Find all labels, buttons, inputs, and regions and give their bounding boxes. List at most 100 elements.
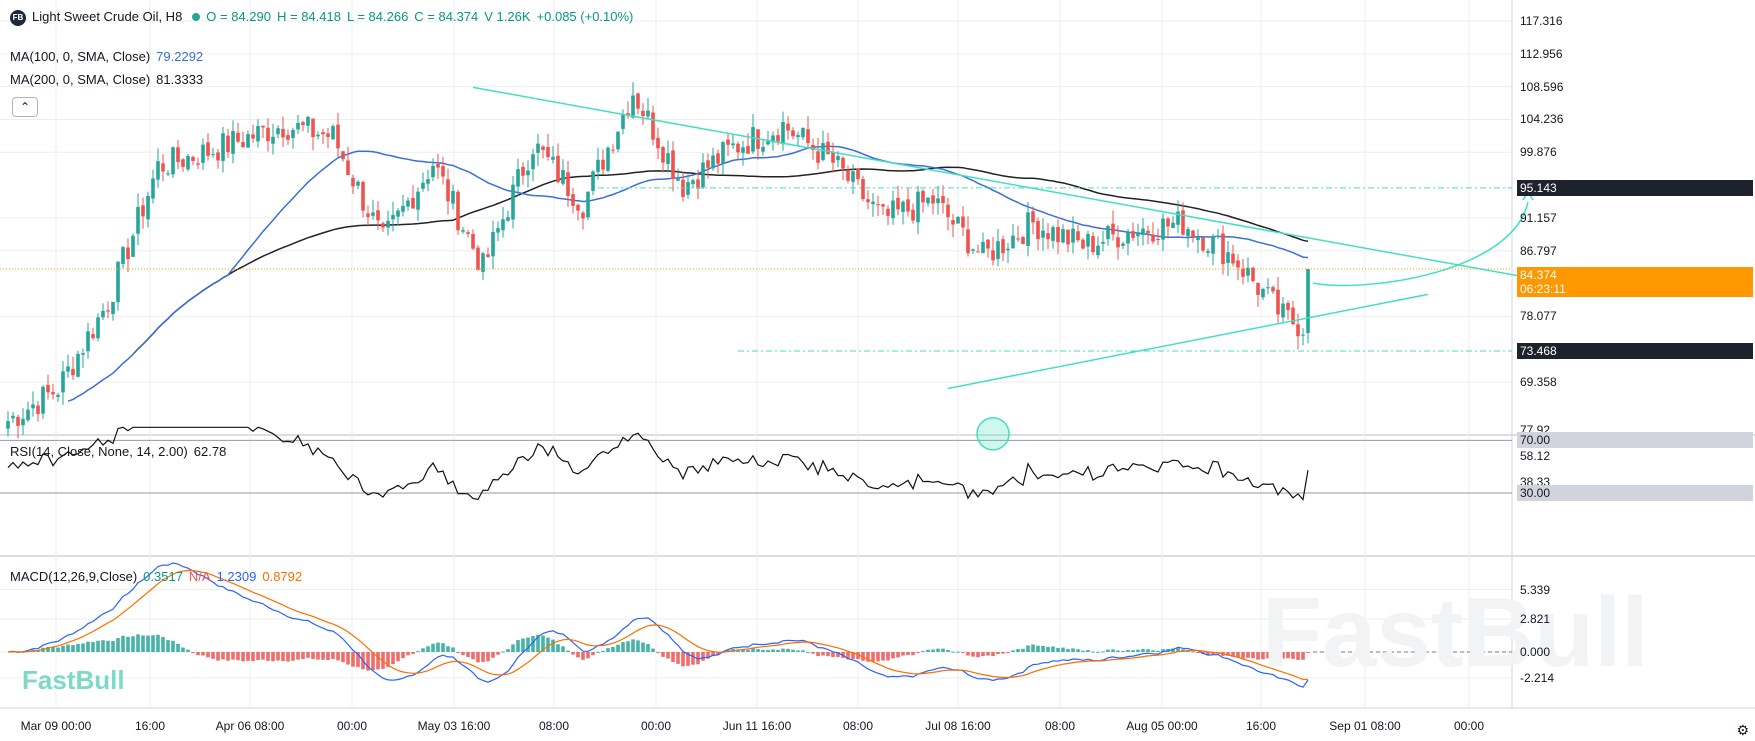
macd-histogram-bar bbox=[291, 652, 295, 661]
macd-histogram-bar bbox=[581, 652, 585, 660]
macd-histogram-bar bbox=[1151, 650, 1155, 652]
macd-histogram-bar bbox=[671, 652, 675, 663]
macd-histogram-bar bbox=[176, 643, 180, 652]
macd-histogram-bar bbox=[696, 652, 700, 665]
candle-body bbox=[581, 212, 585, 219]
candle-body bbox=[266, 127, 270, 142]
macd-histogram-bar bbox=[906, 652, 910, 656]
candle-body bbox=[1036, 220, 1040, 240]
time-axis-label: 00:00 bbox=[336, 719, 368, 733]
macd-histogram-bar bbox=[181, 647, 185, 652]
macd-histogram-bar bbox=[251, 652, 255, 662]
candle-body bbox=[426, 179, 430, 184]
price-change: +0.085 (+0.10%) bbox=[536, 9, 634, 24]
candle-body bbox=[876, 204, 880, 206]
macd-histogram-bar bbox=[611, 646, 615, 652]
macd-histogram-bar bbox=[316, 652, 320, 660]
symbol-title[interactable]: Light Sweet Crude Oil, H8 bbox=[32, 9, 183, 24]
macd-axis-label: 2.821 bbox=[1520, 612, 1551, 626]
candle-body bbox=[1286, 303, 1290, 311]
candle-body bbox=[61, 371, 65, 393]
candle-body bbox=[806, 129, 810, 143]
macd-histogram-bar bbox=[226, 652, 230, 661]
macd-histogram-bar bbox=[46, 647, 50, 652]
candle-body bbox=[1121, 243, 1125, 246]
candle-body bbox=[291, 129, 295, 138]
candle-body bbox=[966, 229, 970, 254]
candle-body bbox=[781, 121, 785, 145]
macd-histogram-bar bbox=[56, 647, 60, 652]
macd-histogram-bar bbox=[591, 652, 595, 656]
ma200-legend[interactable]: MA(200, 0, SMA, Close) 81.3333 bbox=[10, 72, 209, 87]
macd-legend[interactable]: MACD(12,26,9,Close) 0.3517 N/A 1.2309 0.8792 bbox=[10, 569, 308, 584]
candle-body bbox=[1051, 227, 1055, 241]
macd-histogram-bar bbox=[66, 644, 70, 652]
macd-histogram-bar bbox=[921, 651, 925, 653]
macd-histogram-bar bbox=[166, 640, 170, 652]
price-axis-label: 69.358 bbox=[1520, 375, 1557, 389]
candle-body bbox=[461, 230, 465, 232]
candle-body bbox=[356, 181, 360, 186]
candle-body bbox=[466, 232, 470, 234]
candle-body bbox=[1021, 237, 1025, 245]
ma200-value: 81.3333 bbox=[156, 72, 204, 87]
candle-body bbox=[431, 165, 435, 178]
candle-body bbox=[411, 197, 415, 209]
ma100-legend[interactable]: MA(100, 0, SMA, Close) 79.2292 bbox=[10, 49, 209, 64]
rsi-legend[interactable]: RSI(14, Close, None, 14, 2.00) 62.78 bbox=[10, 444, 232, 459]
candle-body bbox=[1001, 239, 1005, 254]
macd-histogram-bar bbox=[636, 640, 640, 652]
macd-histogram-bar bbox=[106, 640, 110, 652]
time-axis-label: Apr 06 08:00 bbox=[215, 719, 285, 733]
candle-body bbox=[1281, 303, 1285, 318]
macd-histogram-bar bbox=[1056, 647, 1060, 652]
time-axis-label: 00:00 bbox=[640, 719, 672, 733]
macd-histogram-bar bbox=[96, 640, 100, 652]
candle-body bbox=[616, 131, 620, 150]
candle-body bbox=[491, 231, 495, 257]
candle-body bbox=[1081, 239, 1085, 249]
candle-body bbox=[316, 134, 320, 137]
candle-body bbox=[1031, 211, 1035, 223]
macd-histogram-bar bbox=[256, 652, 260, 661]
collapse-legend-button[interactable]: ⌃ bbox=[12, 97, 38, 117]
macd-histogram-bar bbox=[1281, 652, 1285, 659]
macd-histogram-bar bbox=[916, 652, 920, 653]
time-axis-label: Aug 05 00:00 bbox=[1126, 719, 1198, 733]
macd-histogram-bar bbox=[491, 652, 495, 658]
macd-histogram-bar bbox=[786, 648, 790, 652]
candle-body bbox=[636, 93, 640, 109]
macd-histogram-bar bbox=[986, 652, 990, 656]
candle-body bbox=[1196, 236, 1200, 241]
macd-histogram-bar bbox=[1146, 649, 1150, 652]
macd-histogram-bar bbox=[941, 648, 945, 652]
candle-body bbox=[901, 201, 905, 212]
macd-histogram-bar bbox=[91, 641, 95, 652]
macd-histogram-bar bbox=[1306, 652, 1310, 653]
gear-icon[interactable]: ⚙ bbox=[1736, 722, 1749, 738]
macd-histogram-bar bbox=[981, 652, 985, 657]
macd-histogram-bar bbox=[216, 652, 220, 661]
macd-histogram-bar bbox=[521, 638, 525, 652]
macd-histogram-bar bbox=[776, 650, 780, 652]
candle-body bbox=[606, 147, 610, 171]
candle-body bbox=[531, 154, 535, 170]
candle-body bbox=[1016, 238, 1020, 240]
macd-histogram-bar bbox=[1076, 649, 1080, 652]
price-axis-label: 91.157 bbox=[1520, 210, 1557, 225]
candle-body bbox=[791, 130, 795, 137]
macd-histogram-bar bbox=[651, 648, 655, 652]
macd-histogram-bar bbox=[1006, 652, 1010, 653]
candle-body bbox=[101, 310, 105, 318]
candle-body bbox=[1011, 235, 1015, 249]
macd-histogram-bar bbox=[831, 652, 835, 658]
macd-histogram-bar bbox=[616, 644, 620, 652]
candle-body bbox=[346, 160, 350, 176]
candle-body bbox=[36, 405, 40, 415]
macd-histogram-bar bbox=[341, 652, 345, 663]
candle-body bbox=[321, 132, 325, 135]
candle-body bbox=[361, 181, 365, 211]
candle-body bbox=[231, 130, 235, 154]
macd-histogram-bar bbox=[936, 648, 940, 652]
macd-histogram-bar bbox=[446, 646, 450, 652]
